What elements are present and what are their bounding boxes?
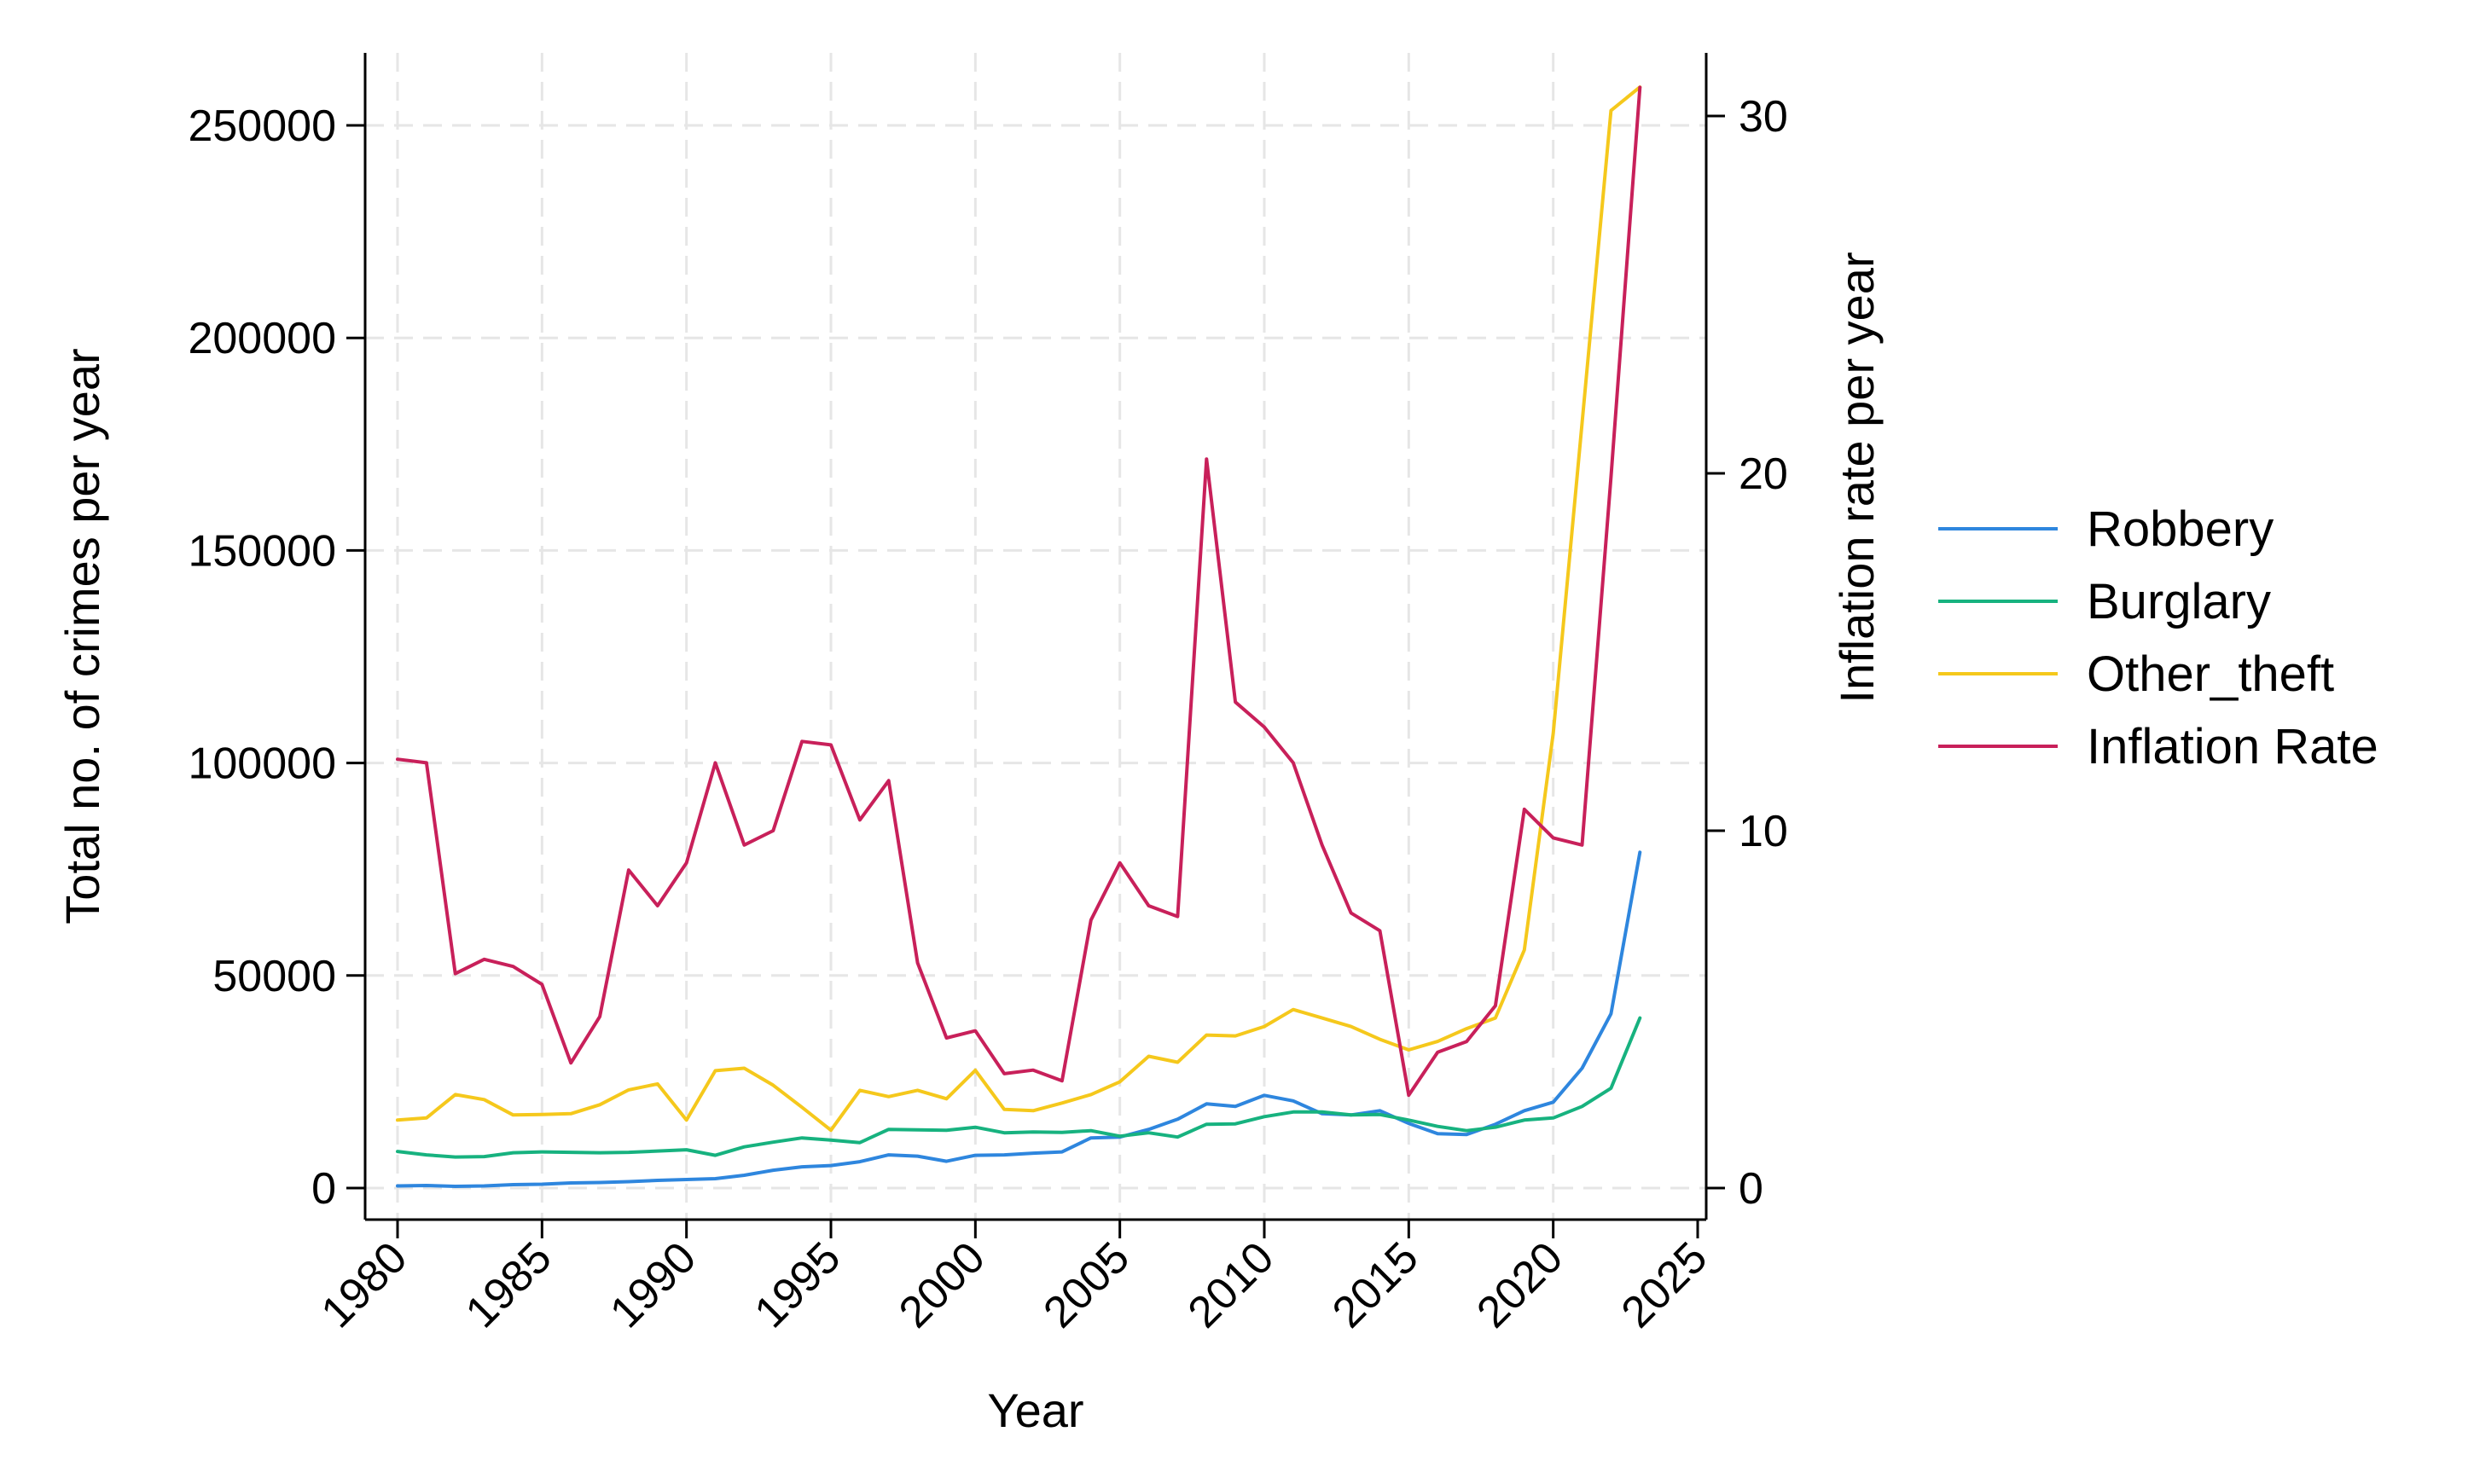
x-tick-label: 2020	[1467, 1232, 1572, 1337]
right-y-tick-label: 0	[1739, 1164, 1763, 1214]
series-line-robbery	[396, 850, 1642, 1188]
x-tick-label: 2010	[1179, 1232, 1284, 1337]
grid-layer	[365, 53, 1706, 1220]
legend-label-inflation-rate: Inflation Rate	[2087, 719, 2378, 774]
left-y-tick-label: 0	[311, 1164, 336, 1214]
x-tick-label: 2015	[1323, 1232, 1428, 1337]
x-axis-title: Year	[987, 1383, 1083, 1437]
series-line-other-theft	[396, 85, 1642, 1133]
right-y-tick-label: 20	[1739, 449, 1788, 499]
x-tick-label: 1985	[456, 1232, 561, 1337]
series-layer	[396, 85, 1642, 1188]
x-tick-label: 2005	[1034, 1232, 1139, 1337]
right-y-tick-label: 10	[1739, 807, 1788, 856]
series-line-inflation-rate	[396, 85, 1642, 1098]
legend-label-other-theft: Other_theft	[2087, 646, 2334, 702]
legend-label-burglary: Burglary	[2087, 574, 2271, 629]
left-y-axis-title: Total no. of crimes per year	[55, 348, 109, 924]
series-line-burglary	[396, 1016, 1642, 1159]
left-y-tick-label: 150000	[188, 526, 336, 576]
legend-label-robbery: Robbery	[2087, 501, 2274, 557]
x-tick-label: 1980	[312, 1232, 417, 1337]
legend: Robbery Burglary Other_theft Inflation R…	[1938, 501, 2378, 774]
x-tick-label: 1990	[601, 1232, 706, 1337]
axes-layer	[363, 53, 1708, 1221]
left-y-tick-label: 100000	[188, 739, 336, 789]
left-y-tick-label: 200000	[188, 314, 336, 363]
x-tick-label: 1995	[746, 1232, 851, 1337]
left-y-tick-label: 250000	[188, 101, 336, 151]
right-y-tick-label: 30	[1739, 92, 1788, 142]
tick-layer: 1980 1985 1990 1995 2000 2005 2010 2015 2020 2025…	[188, 92, 1787, 1337]
x-tick-label: 2000	[890, 1232, 995, 1337]
left-y-tick-label: 50000	[212, 952, 336, 1001]
x-tick-label: 2025	[1612, 1232, 1717, 1337]
right-y-axis-title: Inflation rate per year	[1830, 252, 1884, 703]
